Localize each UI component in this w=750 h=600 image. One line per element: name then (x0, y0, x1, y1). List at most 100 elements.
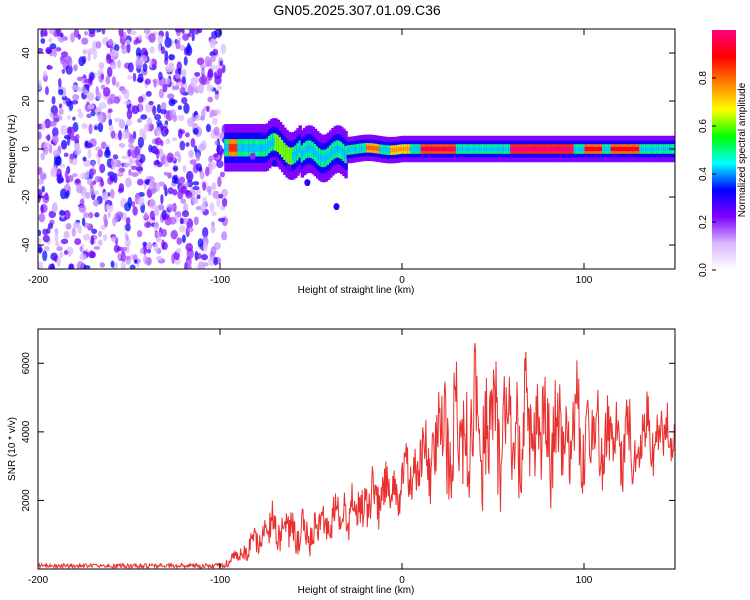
colorbar-tick-label: 0.8 (698, 71, 709, 85)
noise-cell (216, 145, 221, 154)
spectrogram-xtick-label: 100 (576, 275, 593, 286)
colorbar-tick-label: 0.4 (698, 167, 709, 181)
noise-cell (42, 70, 47, 78)
signal-cell (499, 146, 503, 152)
noise-cell (138, 34, 142, 41)
noise-cell (154, 205, 160, 217)
signal-cell (619, 146, 623, 152)
signal-cell (403, 146, 407, 152)
signal-cell (599, 146, 604, 152)
signal-cell (471, 146, 475, 152)
noise-cell (123, 162, 130, 168)
signal-cell (464, 146, 468, 152)
noise-cell (60, 238, 69, 245)
noise-cell (94, 125, 98, 131)
noise-cell (111, 236, 116, 243)
noise-cell (63, 250, 69, 255)
signal-cell (597, 146, 602, 152)
noise-cell (154, 114, 162, 121)
noise-cell (193, 216, 199, 226)
signal-cell (405, 146, 409, 152)
noise-cell (214, 140, 219, 146)
signal-cell (591, 146, 595, 152)
snr-xtick-label: 100 (576, 575, 593, 586)
noise-cell (67, 115, 71, 120)
noise-cell (101, 29, 106, 35)
noise-cell (137, 73, 144, 83)
noise-cell (117, 251, 122, 261)
noise-cell (164, 77, 171, 85)
noise-cell (214, 109, 221, 115)
signal-cell (230, 143, 235, 152)
noise-cell (51, 95, 56, 105)
noise-cell (218, 193, 224, 199)
noise-cell (88, 75, 93, 85)
noise-cell (213, 256, 218, 266)
noise-cell (105, 203, 111, 211)
signal-cell (355, 146, 359, 152)
signal-cell (385, 147, 390, 153)
noise-cell (164, 50, 169, 61)
noise-cell (110, 49, 119, 57)
noise-cell (64, 170, 69, 179)
signal-cell (281, 144, 285, 153)
noise-cell (174, 78, 182, 83)
noise-cell (54, 233, 59, 243)
signal-cell (457, 146, 462, 152)
noise-cell (83, 212, 89, 219)
noise-cell (147, 241, 153, 251)
noise-cell (40, 204, 44, 214)
noise-cell (97, 239, 103, 246)
noise-cell (58, 77, 62, 88)
noise-cell (48, 29, 56, 35)
noise-cell (213, 193, 220, 200)
noise-cell (63, 152, 69, 158)
noise-cell (207, 68, 214, 78)
noise-cell (117, 187, 125, 193)
signal-cell (401, 146, 405, 152)
signal-cell (564, 146, 569, 152)
noise-cell (121, 88, 127, 95)
signal-cell (311, 146, 316, 155)
noise-cell (199, 170, 205, 180)
signal-cell (475, 146, 479, 152)
noise-cell (171, 137, 178, 142)
spectrogram-xlabel: Height of straight line (km) (298, 285, 415, 296)
noise-cell (48, 263, 55, 269)
noise-cell (52, 135, 59, 144)
noise-cell (195, 152, 201, 162)
signal-cell (479, 146, 484, 152)
signal-cell (495, 146, 499, 152)
noise-cell (152, 105, 157, 116)
noise-cell (108, 124, 114, 132)
noise-cell (197, 261, 205, 269)
signal-cell (527, 146, 532, 152)
noise-cell (113, 117, 122, 123)
noise-cell (195, 163, 202, 172)
signal-cell (243, 143, 248, 152)
signal-cell (228, 143, 233, 152)
signal-cell (257, 143, 261, 152)
noise-cell (99, 163, 106, 174)
signal-cell (643, 146, 647, 152)
noise-cell (78, 204, 87, 213)
signal-cell (433, 146, 438, 152)
signal-cell (350, 147, 355, 152)
noise-cell (44, 118, 52, 129)
noise-cell (187, 32, 192, 38)
noise-cell (158, 71, 163, 81)
noise-cell (183, 102, 190, 114)
signal-cell (348, 147, 353, 153)
noise-cell (83, 265, 91, 269)
noise-cell (183, 56, 188, 66)
noise-cell (131, 105, 139, 115)
noise-cell (202, 227, 209, 238)
noise-cell (89, 186, 95, 196)
signal-cell (289, 152, 294, 161)
noise-cell (125, 244, 130, 254)
noise-cell (180, 185, 188, 195)
noise-cell (160, 102, 167, 110)
noise-cell (69, 153, 75, 160)
noise-cell (155, 221, 159, 230)
